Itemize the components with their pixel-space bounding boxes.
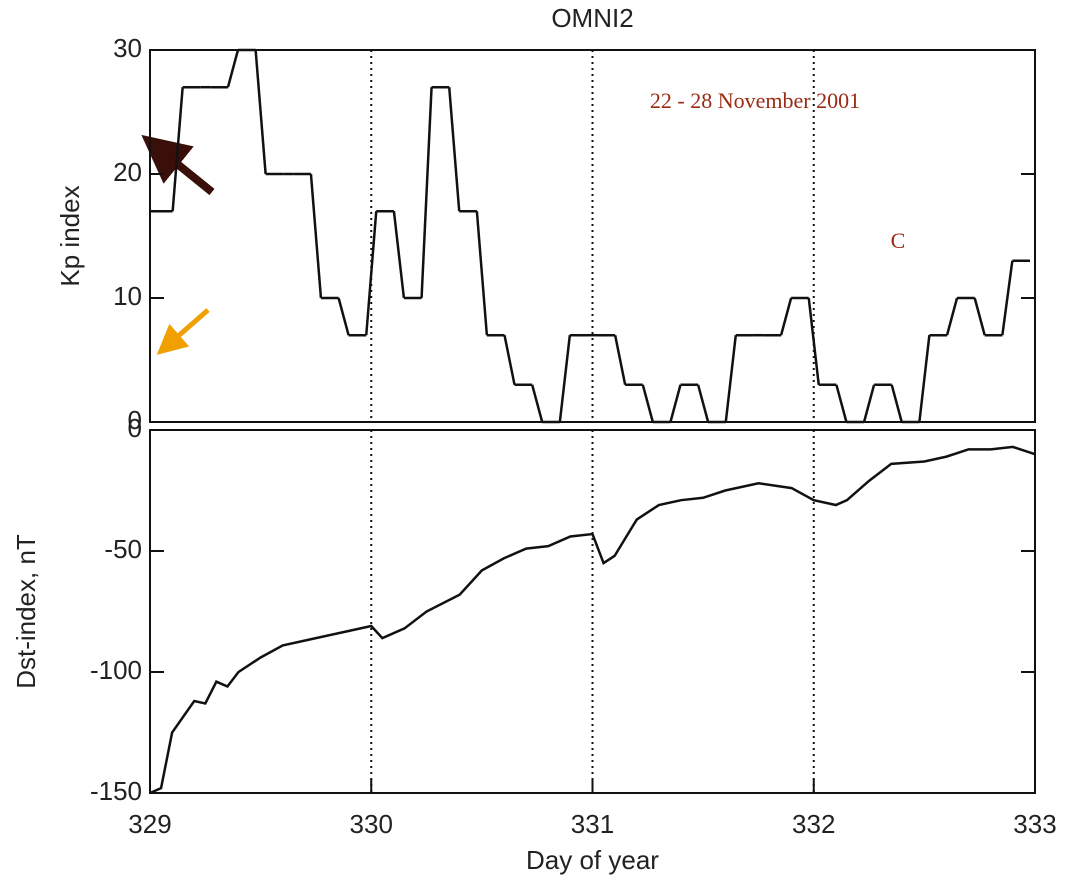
step-connector bbox=[862, 384, 876, 423]
step-connector bbox=[447, 87, 461, 212]
y-tick-label: 10 bbox=[113, 281, 142, 311]
step-connector bbox=[254, 49, 267, 175]
y-axis-label: Dst-index, nT bbox=[11, 534, 41, 689]
step-connector bbox=[365, 211, 378, 336]
step-connector bbox=[890, 384, 903, 423]
step-connector bbox=[530, 384, 544, 423]
step-connector bbox=[669, 384, 682, 423]
step-connector bbox=[613, 334, 627, 386]
x-tick-label: 329 bbox=[128, 809, 171, 839]
step-connector bbox=[309, 173, 323, 299]
step-connector bbox=[779, 297, 793, 336]
step-connector bbox=[724, 335, 738, 423]
step-connector bbox=[918, 335, 931, 423]
y-tick-label: -50 bbox=[104, 534, 142, 564]
step-connector bbox=[226, 49, 240, 88]
annotation: C bbox=[891, 228, 906, 253]
y-tick-label: -100 bbox=[90, 655, 142, 685]
step-connector bbox=[503, 334, 516, 386]
x-axis-label: Day of year bbox=[526, 845, 659, 875]
arrow bbox=[141, 134, 215, 196]
step-connector bbox=[973, 297, 986, 336]
step-connector bbox=[835, 384, 848, 423]
y-axis-label: Kp index bbox=[55, 185, 85, 286]
arrow bbox=[156, 308, 210, 355]
step-connector bbox=[420, 87, 433, 299]
y-tick-label: 30 bbox=[113, 33, 142, 63]
step-connector bbox=[337, 297, 350, 336]
step-connector bbox=[807, 297, 820, 385]
x-tick-label: 332 bbox=[792, 809, 835, 839]
annotation: 22 - 28 November 2001 bbox=[650, 88, 860, 113]
x-tick-label: 333 bbox=[1013, 809, 1056, 839]
x-tick-label: 330 bbox=[350, 809, 393, 839]
step-connector bbox=[558, 335, 572, 423]
step-connector bbox=[1001, 260, 1014, 336]
step-connector bbox=[171, 87, 184, 212]
y-tick-label: 20 bbox=[113, 157, 142, 187]
chart-title: OMNI2 bbox=[551, 3, 633, 33]
step-connector bbox=[945, 297, 959, 336]
y-tick-label: 0 bbox=[128, 413, 142, 443]
y-tick-label: 0 bbox=[128, 405, 142, 435]
step-connector bbox=[696, 384, 710, 423]
step-connector bbox=[392, 211, 406, 299]
data-line bbox=[149, 445, 1036, 795]
x-tick-label: 331 bbox=[571, 809, 614, 839]
step-connector bbox=[641, 384, 655, 423]
y-tick-label: -150 bbox=[90, 776, 142, 806]
step-connector bbox=[475, 211, 489, 336]
